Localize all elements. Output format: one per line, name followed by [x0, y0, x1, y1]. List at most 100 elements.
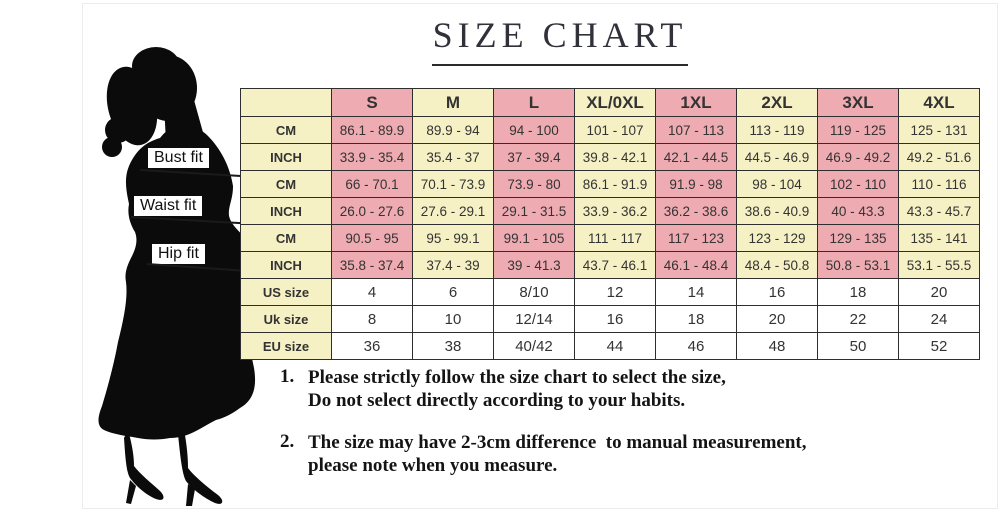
note-item-2: 2. The size may have 2-3cm difference to… — [280, 431, 880, 477]
size-cell: 40/42 — [493, 332, 575, 360]
size-table: S M L XL/0XL 1XL 2XL 3XL 4XL CM 86.1 - 89.9 89.9 -… — [240, 88, 980, 360]
size-column-header: S — [331, 88, 413, 117]
table-row: CM 86.1 - 89.9 89.9 - 94 94 - 100 101 - 107 1… — [240, 116, 980, 144]
measurement-cell: 98 - 104 — [736, 170, 818, 198]
unit-label-cell: INCH — [240, 143, 332, 171]
measurement-cell: 70.1 - 73.9 — [412, 170, 494, 198]
note-number: 1. — [280, 366, 295, 387]
measurement-cell: 125 - 131 — [898, 116, 980, 144]
size-cell: 48 — [736, 332, 818, 360]
note-text-line: The size may have 2-3cm difference to ma… — [308, 432, 807, 453]
measurement-cell: 107 - 113 — [655, 116, 737, 144]
measurement-cell: 89.9 - 94 — [412, 116, 494, 144]
size-cell: 22 — [817, 305, 899, 333]
size-column-header: 1XL — [655, 88, 737, 117]
size-cell: 8/10 — [493, 278, 575, 306]
table-corner-cell — [240, 88, 332, 117]
title-underline — [432, 64, 688, 66]
table-row: INCH 35.8 - 37.4 37.4 - 39 39 - 41.3 43.7 - … — [240, 251, 980, 279]
measurement-cell: 46.1 - 48.4 — [655, 251, 737, 279]
measurement-cell: 91.9 - 98 — [655, 170, 737, 198]
measurement-cell: 113 - 119 — [736, 116, 818, 144]
notes-list: 1. Please strictly follow the size chart… — [280, 366, 880, 496]
note-number: 2. — [280, 431, 295, 452]
measurement-cell: 40 - 43.3 — [817, 197, 899, 225]
bust-fit-label: Bust fit — [148, 148, 209, 168]
measurement-cell: 129 - 135 — [817, 224, 899, 252]
measurement-cell: 99.1 - 105 — [493, 224, 575, 252]
measurement-cell: 36.2 - 38.6 — [655, 197, 737, 225]
size-column-header: M — [412, 88, 494, 117]
measurement-cell: 123 - 129 — [736, 224, 818, 252]
size-cell: 50 — [817, 332, 899, 360]
measurement-cell: 37.4 - 39 — [412, 251, 494, 279]
measurement-cell: 95 - 99.1 — [412, 224, 494, 252]
size-cell: 12/14 — [493, 305, 575, 333]
size-cell: 20 — [736, 305, 818, 333]
note-text-line: Do not select directly according to your… — [308, 390, 686, 411]
note-text-line: Please strictly follow the size chart to… — [308, 367, 726, 388]
measurement-cell: 43.7 - 46.1 — [574, 251, 656, 279]
measurement-cell: 35.8 - 37.4 — [331, 251, 413, 279]
table-header-row: S M L XL/0XL 1XL 2XL 3XL 4XL — [240, 88, 980, 117]
unit-label-cell: CM — [240, 224, 332, 252]
unit-label-cell: INCH — [240, 251, 332, 279]
measurement-cell: 35.4 - 37 — [412, 143, 494, 171]
note-item-1: 1. Please strictly follow the size chart… — [280, 366, 880, 412]
measurement-cell: 73.9 - 80 — [493, 170, 575, 198]
size-cell: 10 — [412, 305, 494, 333]
measurement-cell: 66 - 70.1 — [331, 170, 413, 198]
measurement-cell: 102 - 110 — [817, 170, 899, 198]
measurement-cell: 135 - 141 — [898, 224, 980, 252]
size-system-label-cell: US size — [240, 278, 332, 306]
unit-label-cell: CM — [240, 116, 332, 144]
measurement-cell: 90.5 - 95 — [331, 224, 413, 252]
measurement-cell: 39 - 41.3 — [493, 251, 575, 279]
table-row: US size 4 6 8/10 12 14 16 18 20 — [240, 278, 980, 306]
size-system-label-cell: Uk size — [240, 305, 332, 333]
size-cell: 16 — [736, 278, 818, 306]
size-column-header: 3XL — [817, 88, 899, 117]
measurement-cell: 39.8 - 42.1 — [574, 143, 656, 171]
measurement-cell: 53.1 - 55.5 — [898, 251, 980, 279]
measurement-cell: 27.6 - 29.1 — [412, 197, 494, 225]
measurement-cell: 50.8 - 53.1 — [817, 251, 899, 279]
size-cell: 36 — [331, 332, 413, 360]
measurement-cell: 46.9 - 49.2 — [817, 143, 899, 171]
size-cell: 12 — [574, 278, 656, 306]
size-cell: 38 — [412, 332, 494, 360]
hip-fit-label: Hip fit — [152, 244, 205, 264]
size-cell: 4 — [331, 278, 413, 306]
size-column-header: L — [493, 88, 575, 117]
size-cell: 20 — [898, 278, 980, 306]
size-cell: 52 — [898, 332, 980, 360]
table-row: CM 66 - 70.1 70.1 - 73.9 73.9 - 80 86.1 - 91… — [240, 170, 980, 198]
measurement-cell: 94 - 100 — [493, 116, 575, 144]
measurement-cell: 29.1 - 31.5 — [493, 197, 575, 225]
size-column-header: 4XL — [898, 88, 980, 117]
measurement-cell: 86.1 - 91.9 — [574, 170, 656, 198]
size-system-label-cell: EU size — [240, 332, 332, 360]
size-cell: 46 — [655, 332, 737, 360]
measurement-cell: 33.9 - 35.4 — [331, 143, 413, 171]
size-column-header: XL/0XL — [574, 88, 656, 117]
measurement-cell: 44.5 - 46.9 — [736, 143, 818, 171]
size-cell: 14 — [655, 278, 737, 306]
measurement-cell: 37 - 39.4 — [493, 143, 575, 171]
measurement-cell: 117 - 123 — [655, 224, 737, 252]
measurement-cell: 111 - 117 — [574, 224, 656, 252]
unit-label-cell: INCH — [240, 197, 332, 225]
measurement-cell: 43.3 - 45.7 — [898, 197, 980, 225]
unit-label-cell: CM — [240, 170, 332, 198]
size-cell: 6 — [412, 278, 494, 306]
table-row: CM 90.5 - 95 95 - 99.1 99.1 - 105 111 - 117 1… — [240, 224, 980, 252]
measurement-cell: 42.1 - 44.5 — [655, 143, 737, 171]
measurement-cell: 86.1 - 89.9 — [331, 116, 413, 144]
measurement-cell: 49.2 - 51.6 — [898, 143, 980, 171]
measurement-cell: 110 - 116 — [898, 170, 980, 198]
page-title: SIZE CHART — [432, 15, 688, 55]
measurement-cell: 26.0 - 27.6 — [331, 197, 413, 225]
table-row: EU size 36 38 40/42 44 46 48 50 52 — [240, 332, 980, 360]
size-cell: 18 — [817, 278, 899, 306]
